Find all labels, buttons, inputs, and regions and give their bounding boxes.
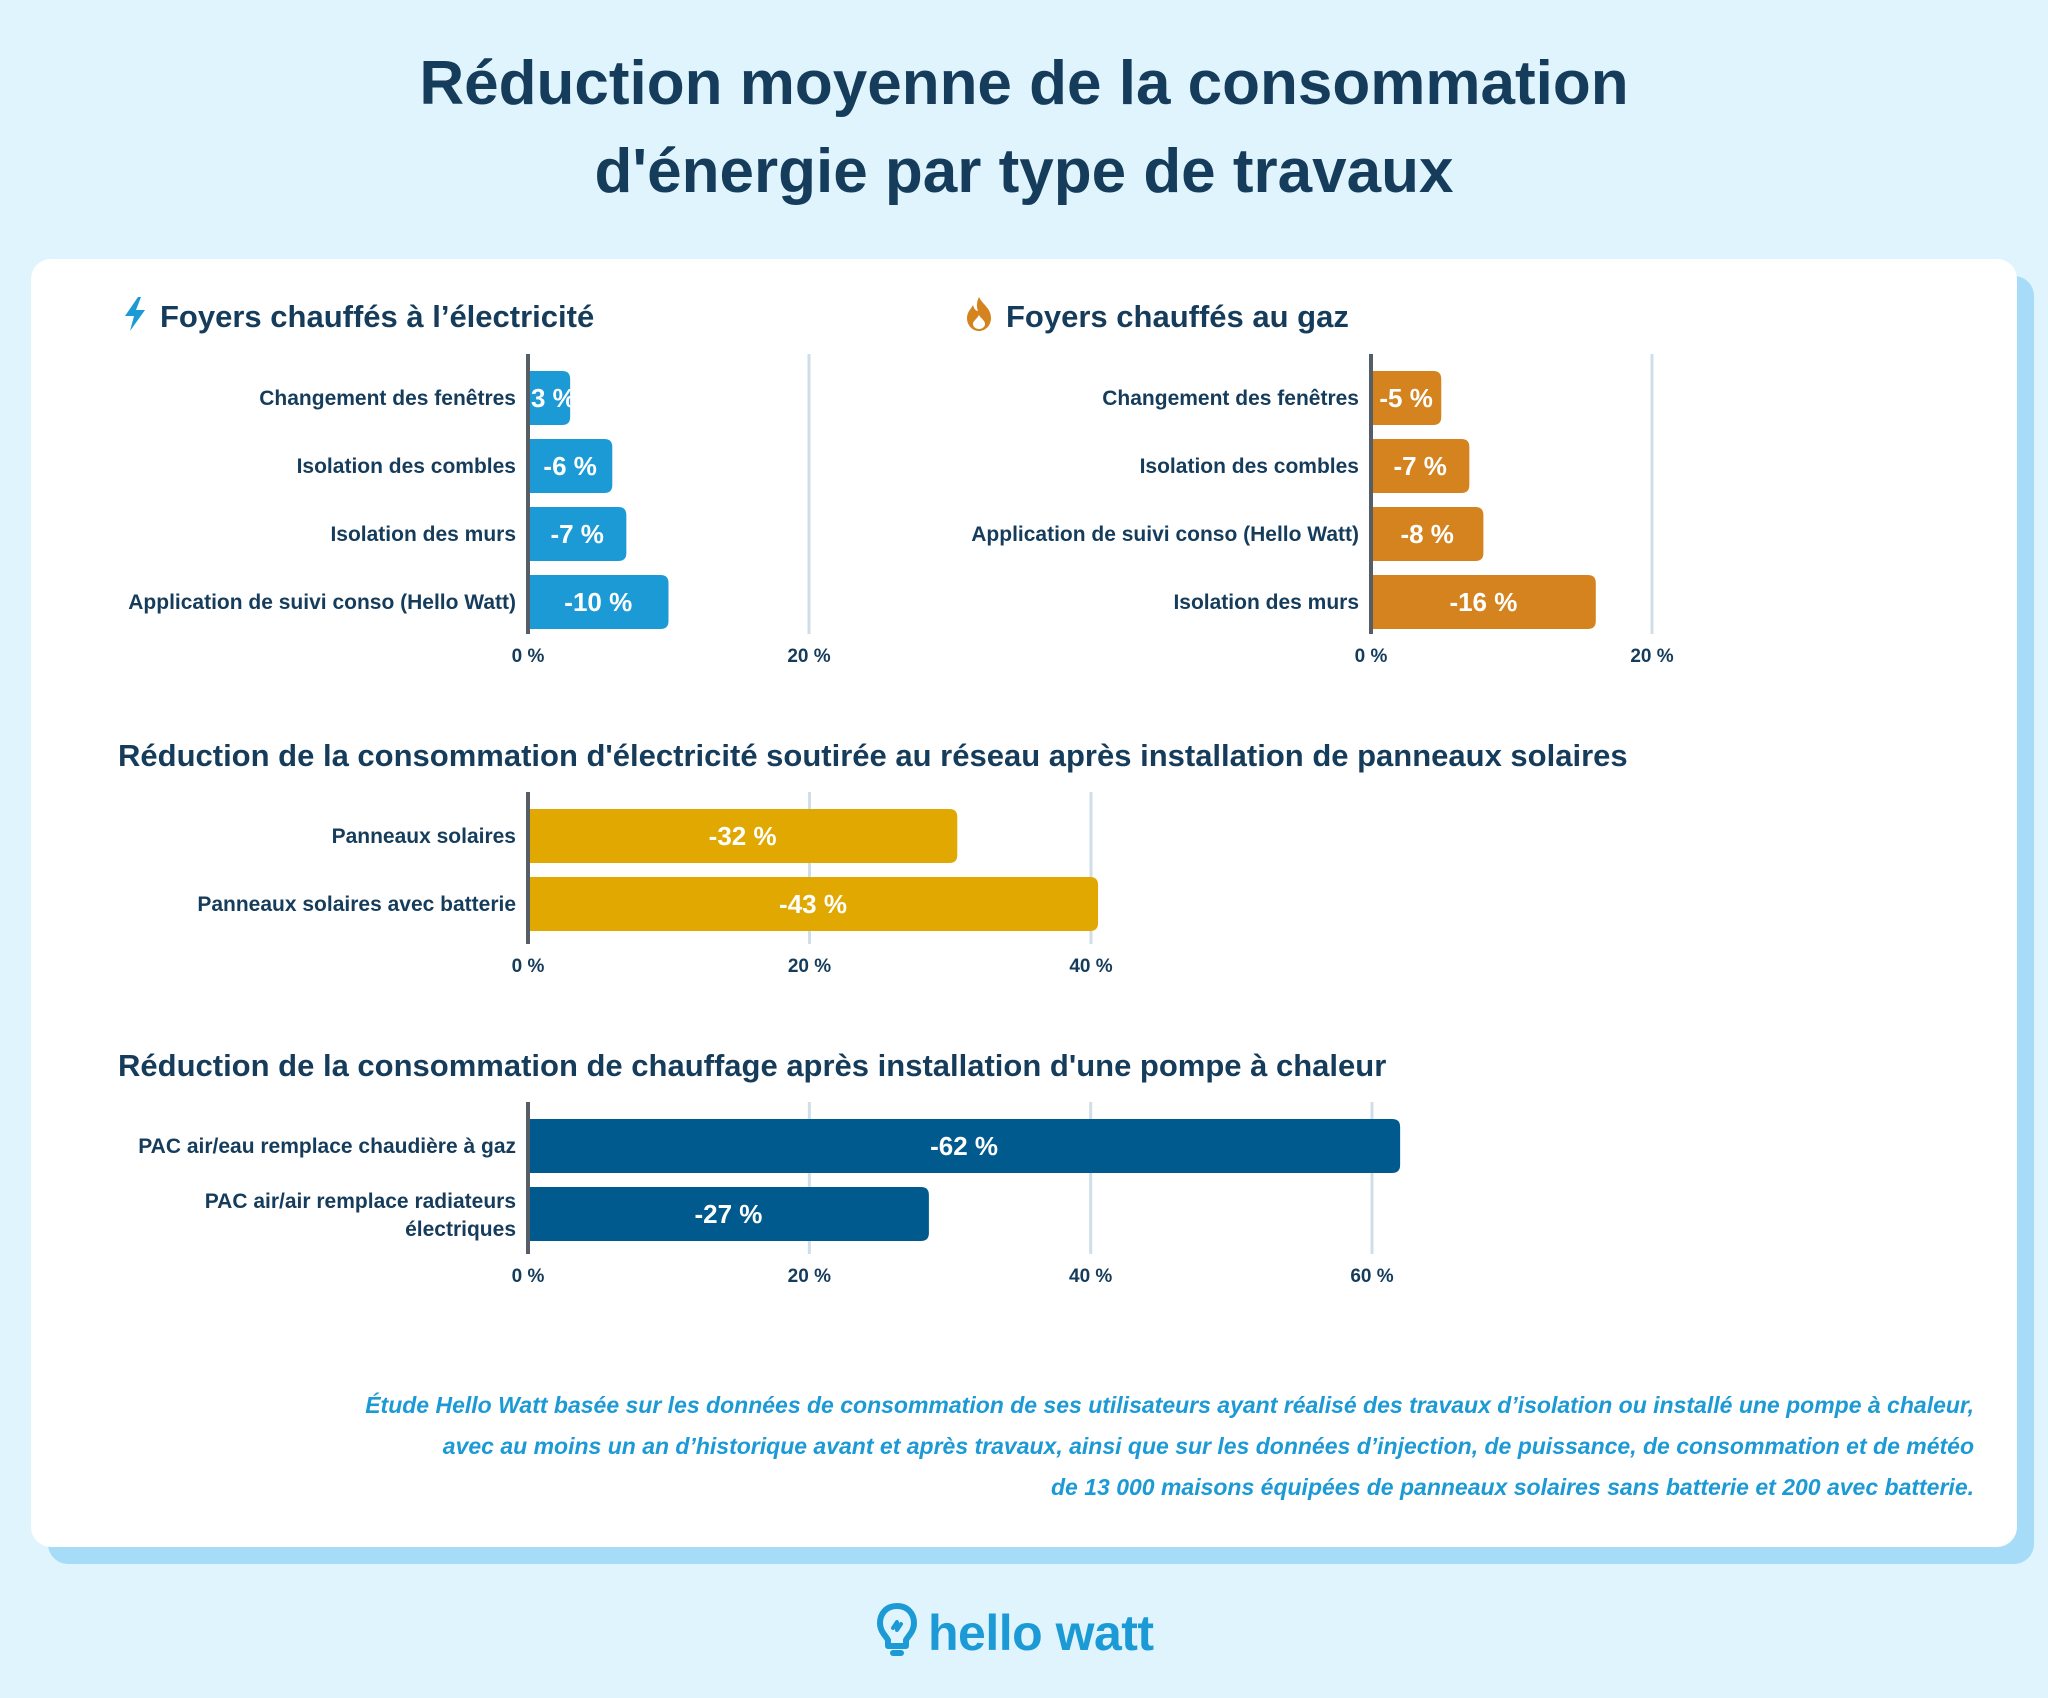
lightning-bolt-icon — [122, 296, 148, 342]
lightbulb-icon — [876, 1602, 918, 1665]
category-label: Isolation des murs — [330, 523, 516, 546]
tick-label: 0 % — [1355, 646, 1388, 667]
tick-label: 20 % — [788, 1266, 831, 1287]
bar — [1371, 507, 1484, 561]
data-label: -5 % — [1379, 383, 1432, 413]
tick-label: 0 % — [512, 1266, 545, 1287]
flame-icon — [964, 296, 994, 342]
footnote-line-3: de 13 000 maisons équipées de panneaux s… — [1050, 1474, 1974, 1500]
hello-watt-logo: hello watt — [876, 1598, 1154, 1668]
data-label: -16 % — [1449, 587, 1517, 617]
tick-label: 20 % — [1630, 646, 1673, 667]
category-label: Application de suivi conso (Hello Watt) — [128, 591, 516, 614]
electric-section-title: Foyers chauffés à l’électricité — [122, 296, 594, 342]
page-title-line-2: d'énergie par type de travaux — [594, 137, 1454, 206]
category-label: Panneaux solaires avec batterie — [197, 893, 516, 916]
footnote-line-2: avec au moins un an d’historique avant e… — [442, 1433, 1974, 1459]
solar-section-title: Réduction de la consommation d'électrici… — [118, 738, 1628, 773]
category-label: Isolation des murs — [1173, 591, 1359, 614]
tick-label: 60 % — [1350, 1266, 1393, 1287]
category-label: Panneaux solaires — [332, 825, 516, 848]
bar — [528, 877, 1099, 931]
bar — [1371, 575, 1596, 629]
tick-label: 20 % — [787, 646, 830, 667]
category-label: Changement des fenêtres — [259, 387, 516, 410]
page-title-line-1: Réduction moyenne de la consommation — [419, 49, 1629, 118]
footnote-line-1: Étude Hello Watt basée sur les données d… — [365, 1392, 1974, 1418]
category-label: Changement des fenêtres — [1102, 387, 1359, 410]
bar — [528, 1187, 929, 1241]
electric-section-label: Foyers chauffés à l’électricité — [160, 299, 595, 335]
bar — [1371, 371, 1442, 425]
data-label: -8 % — [1400, 519, 1453, 549]
data-label: -7 % — [1393, 451, 1446, 481]
logo-text: hello watt — [928, 1605, 1154, 1661]
heatpump-section-title: Réduction de la consommation de chauffag… — [118, 1048, 1387, 1083]
bar — [528, 507, 627, 561]
tick-label: 0 % — [512, 646, 545, 667]
category-label: Isolation des combles — [1140, 455, 1359, 478]
tick-label: 40 % — [1069, 1266, 1112, 1287]
tick-label: 0 % — [512, 956, 545, 977]
category-label: Application de suivi conso (Hello Watt) — [971, 523, 1359, 546]
bar — [528, 439, 613, 493]
bar — [528, 371, 571, 425]
data-label: -10 % — [564, 587, 632, 617]
tick-label: 40 % — [1069, 956, 1112, 977]
data-label: -32 % — [709, 821, 777, 851]
tick-label: 20 % — [788, 956, 831, 977]
bar — [1371, 439, 1470, 493]
data-label: -6 % — [543, 451, 596, 481]
category-label: électriques — [405, 1218, 516, 1241]
category-label: PAC air/air remplace radiateurs — [205, 1190, 516, 1213]
category-label: PAC air/eau remplace chaudière à gaz — [138, 1135, 516, 1158]
footnote: Étude Hello Watt basée sur les données d… — [174, 1385, 1974, 1508]
page-title: Réduction moyenne de la consommation d'é… — [0, 40, 2048, 216]
data-label: -62 % — [930, 1131, 998, 1161]
bar — [528, 575, 669, 629]
gas-section-title: Foyers chauffés au gaz — [964, 296, 1349, 342]
data-label: -27 % — [694, 1199, 762, 1229]
bar — [528, 1119, 1401, 1173]
gas-section-label: Foyers chauffés au gaz — [1006, 299, 1349, 335]
data-label: -3 % — [522, 383, 575, 413]
category-label: Isolation des combles — [297, 455, 516, 478]
bar — [528, 809, 958, 863]
data-label: -7 % — [550, 519, 603, 549]
data-label: -43 % — [779, 889, 847, 919]
